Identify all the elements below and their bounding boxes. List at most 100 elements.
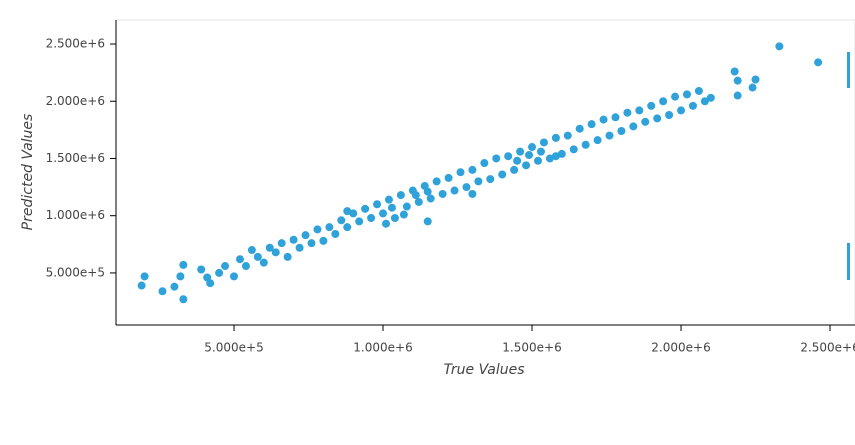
point [468,165,477,174]
point [170,282,179,291]
point [569,145,578,154]
point [575,124,584,133]
point [295,243,304,252]
point [343,207,352,216]
x-tick-label: 1.500e+6 [502,341,561,355]
point [516,147,525,156]
point [510,165,519,174]
point [361,204,370,213]
x-tick-label: 5.000e+5 [204,341,263,355]
point [587,120,596,129]
point [605,131,614,140]
point [331,230,340,239]
point [677,106,686,115]
point [730,67,739,76]
point [319,236,328,245]
point [733,91,742,100]
point [221,262,230,271]
point [253,252,262,261]
x-tick-label: 2.000e+6 [651,341,710,355]
point [438,189,447,198]
point [551,152,560,161]
point [426,194,435,203]
point [659,97,668,106]
point [653,114,662,123]
y-tick-label: 5.000e+5 [46,265,105,279]
point [265,243,274,252]
point [468,189,477,198]
point [748,83,757,92]
point [373,200,382,209]
point [176,272,185,281]
point [593,136,602,145]
point [641,117,650,126]
point [230,272,239,281]
point [671,92,680,101]
point [751,75,760,84]
point [277,239,286,248]
toolbar-edge [847,243,850,280]
point [647,101,656,110]
x-tick-label: 2.500e+6 [800,341,855,355]
point [700,97,709,106]
point [635,106,644,115]
point [241,262,250,271]
point [179,295,188,304]
point [444,173,453,182]
point [733,76,742,85]
point [355,217,364,226]
y-axis-label: Predicted Values [20,114,36,231]
point [528,143,537,152]
point [533,156,542,165]
point [599,115,608,124]
point [367,213,376,222]
y-tick-label: 1.500e+6 [46,151,105,165]
x-axis-label: True Values [443,362,524,378]
point [140,272,149,281]
point [522,161,531,170]
point [301,231,310,240]
point [525,151,534,160]
point [197,265,206,274]
point [551,133,560,142]
point [307,239,316,248]
point [343,223,352,232]
point [563,131,572,140]
point [814,58,823,67]
x-tick-label: 1.000e+6 [353,341,412,355]
point [206,279,215,288]
point [694,86,703,95]
point [706,93,715,102]
point [623,108,632,117]
point [688,101,697,110]
point [259,258,268,267]
point [474,177,483,186]
point [775,42,784,51]
point [179,260,188,269]
point [462,183,471,192]
point [396,191,405,200]
point [215,268,224,277]
point [399,210,408,219]
y-tick-label: 2.000e+6 [46,94,105,108]
point [665,110,674,119]
y-tick-label: 2.500e+6 [46,37,105,51]
point [504,152,513,161]
point [498,170,507,179]
point [486,175,495,184]
point [513,156,522,165]
toolbar-edge [847,52,850,88]
point [423,187,432,196]
point [337,216,346,225]
point [414,197,423,206]
point [581,140,590,149]
point [325,223,334,232]
point [629,122,638,131]
point [313,225,322,234]
point [384,195,393,204]
point [289,235,298,244]
point [402,202,411,211]
point [536,147,545,156]
point [450,186,459,195]
